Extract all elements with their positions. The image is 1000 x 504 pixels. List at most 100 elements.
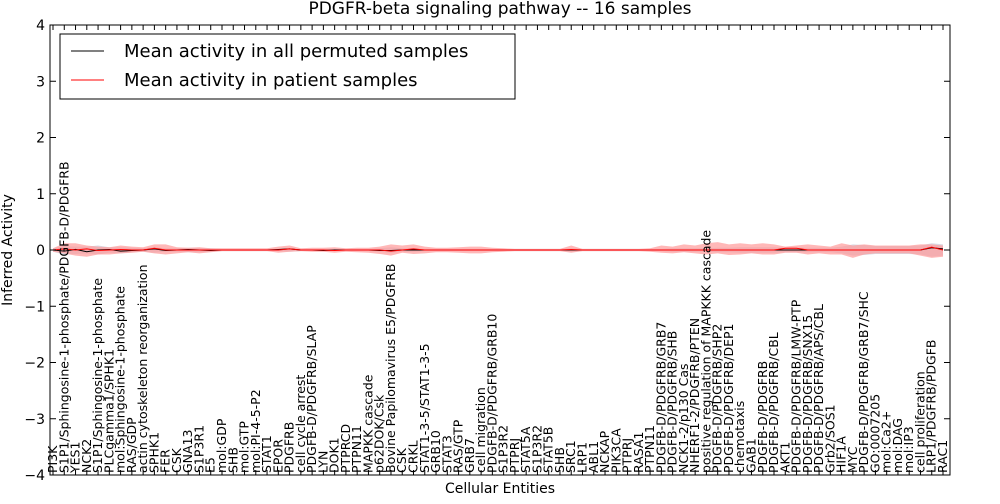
x-tick-label: PDGFB-D/PDGFRB/SHP2 <box>710 324 725 473</box>
x-tick-label: S1P1/Sphingosine-1-phosphate/PDGFB-D/PDG… <box>56 161 71 473</box>
x-tick-label: PDGFB-D/PDGFRB/DEP1 <box>721 324 736 474</box>
y-axis-title: Inferred Activity <box>0 194 16 306</box>
x-tick-label: cell proliferation <box>912 371 927 473</box>
x-tick-label: PDGFB-D/PDGFRB/APS/CBL <box>811 304 826 473</box>
y-tick-label: −2 <box>24 356 45 372</box>
x-tick-label: RASA1 <box>631 432 646 473</box>
x-tick-label: STAT5B <box>541 427 556 473</box>
x-tick-label: mol:IP3 <box>901 426 916 473</box>
x-tick-label: NCKAP <box>597 430 612 473</box>
x-tick-label: PLCgamma1/SPHK1 <box>101 349 116 473</box>
x-tick-label: S1P3R2 <box>496 425 511 473</box>
x-tick-label: PTPRJ <box>620 438 635 473</box>
x-tick-label: mol:PI-4-5-P2 <box>248 389 263 473</box>
x-tick-label: PTPN11 <box>642 425 657 473</box>
x-tick-label: STAT1 <box>259 435 274 473</box>
x-tick-label: SPHK1 <box>146 432 161 473</box>
x-tick-label: PTPN11 <box>349 425 364 473</box>
x-axis-title: Cellular Entities <box>445 481 555 497</box>
x-tick-label: SHB <box>225 447 240 473</box>
x-tick-label: MYC <box>845 446 860 473</box>
x-tick-label: LRP1/PDGFRB/PDGFB <box>924 340 939 473</box>
x-tick-label: STAT1-3-5/STAT1-3-5 <box>417 343 432 473</box>
x-tick-label: DOK1 <box>327 437 342 473</box>
x-tick-label: PI3K <box>45 445 60 473</box>
x-tick-label: cell cycle arrest <box>293 375 308 473</box>
x-tick-label: FER <box>158 449 173 473</box>
x-tick-label: RAS/GDP <box>124 417 139 473</box>
x-tick-label: YES1 <box>68 442 83 474</box>
x-tick-label: PDGFB-D/PDGFRB/SLAP <box>304 325 319 473</box>
x-tick-label: PDGFB-D/PDGFRB/CBL <box>766 332 781 473</box>
x-tick-label: S1P3R2 <box>529 425 544 473</box>
x-tick-label: NHERF1-2/PDGFRB/PTEN <box>687 318 702 473</box>
x-axis-ticks <box>52 25 944 475</box>
x-tick-label: LYN <box>315 451 330 473</box>
y-tick-label: −3 <box>24 412 45 428</box>
x-tick-label: Grb2/SOS1 <box>822 404 837 473</box>
x-tick-label: NCK1-2/p130 Cas <box>676 363 691 473</box>
x-tick-label: S1P3R1 <box>191 425 206 473</box>
x-tick-label: PTPRJ <box>507 438 522 473</box>
x-tick-label: mol:GDP <box>214 418 229 473</box>
x-tick-label: E5 <box>203 457 218 473</box>
x-tick-label: PDGFB-D/PDGFRB/LMW-PTP <box>789 299 804 473</box>
x-tick-label: mol:Ca2+ <box>879 411 894 473</box>
x-tick-label: PDGFRB <box>282 422 297 473</box>
x-tick-label: RAC1 <box>935 440 950 473</box>
y-tick-label: 4 <box>36 18 45 34</box>
legend: Mean activity in all permuted samples Me… <box>59 33 516 100</box>
x-tick-label: GO:0007205 <box>867 394 882 473</box>
x-tick-label: LRP1 <box>574 442 589 473</box>
x-tick-label: actin cytoskeleton reorganization <box>135 264 150 473</box>
y-tick-label: 0 <box>36 243 45 259</box>
x-tick-label: STAT5A <box>518 426 533 473</box>
x-tick-label: PTPRCD <box>338 424 353 473</box>
x-tick-label: STAT3 <box>439 435 454 473</box>
x-tick-label: ABL1 <box>586 441 601 473</box>
x-tick-label: EPOR <box>270 439 285 473</box>
legend-box <box>59 33 516 100</box>
y-tick-label: 3 <box>36 74 45 90</box>
legend-label-patient: Mean activity in patient samples <box>124 70 418 91</box>
y-tick-label: −1 <box>24 299 45 315</box>
x-tick-label: S1P1/Sphingosine-1-phosphate <box>90 278 105 473</box>
x-tick-label: HIF1A <box>834 436 849 473</box>
x-tick-label: PIK3CA <box>608 428 623 473</box>
x-tick-label: CSK <box>394 447 409 473</box>
y-tick-label: 2 <box>36 131 45 147</box>
x-tick-label: CSK <box>169 447 184 473</box>
lines-layer <box>52 246 944 253</box>
x-tick-label: positive regulation of MAPKKK cascade <box>698 230 713 473</box>
y-tick-label: −4 <box>24 468 45 484</box>
x-tick-label: PDGFB-D/PDGFRB <box>755 361 770 473</box>
x-tick-label: RAS/GTP <box>451 419 466 473</box>
y-tick-label: 1 <box>36 187 45 203</box>
x-tick-label: NCK2 <box>79 439 94 473</box>
x-tick-label: AKT1 <box>777 442 792 473</box>
x-tick-label: SHB <box>552 447 567 473</box>
x-tick-label: MAPKK cascade <box>360 374 375 473</box>
x-tick-label: PDGFB-D/PDGFRB/SHB <box>665 331 680 473</box>
x-tick-label: PDGFB-D/PDGFRB/GRB10 <box>484 314 499 473</box>
legend-label-permuted: Mean activity in all permuted samples <box>124 41 468 62</box>
x-tick-label: mol:Sphingosine-1-phosphate <box>113 286 128 473</box>
x-tick-label: Bovine Papilomavirus E5/PDGFRB <box>383 264 398 473</box>
x-tick-label: cell migration <box>473 387 488 473</box>
x-tick-label: GNA13 <box>180 430 195 474</box>
x-tick-label: GAB1 <box>743 438 758 473</box>
x-tick-label: SRC1 <box>563 440 578 473</box>
xlabels-layer: PI3KS1P1/Sphingosine-1-phosphate/PDGFB-D… <box>45 161 950 474</box>
x-tick-label: GRB7 <box>462 438 477 473</box>
x-tick-label: PDGFB-D/PDGFRB/GRB7 <box>653 322 668 473</box>
x-tick-label: p62DOK/Csk <box>372 394 387 473</box>
x-tick-label: GRB10 <box>428 430 443 473</box>
x-tick-label: CRKL <box>406 440 421 473</box>
x-tick-label: mol:DAG <box>890 418 905 473</box>
x-tick-label: PDGFB-D/PDGFRB/SNX15 <box>800 315 815 473</box>
series-line-patient <box>52 246 944 252</box>
chart-title: PDGFR-beta signaling pathway -- 16 sampl… <box>308 0 691 19</box>
x-tick-label: mol:GTP <box>237 421 252 473</box>
